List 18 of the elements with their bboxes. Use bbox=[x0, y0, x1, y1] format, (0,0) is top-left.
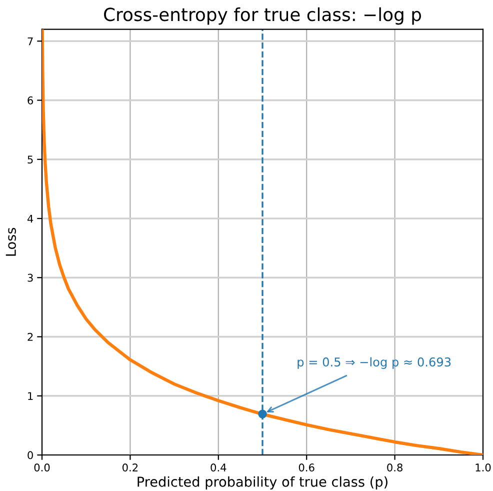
y-tick-label: 0 bbox=[28, 451, 33, 460]
x-tick-label: 0.0 bbox=[34, 464, 50, 472]
x-tick-label: 0.8 bbox=[387, 464, 402, 472]
chart-title: Cross-entropy for true class: −log p bbox=[104, 7, 422, 25]
y-tick-label: 7 bbox=[28, 37, 33, 46]
x-tick-label: 0.6 bbox=[298, 464, 314, 472]
y-tick-label: 2 bbox=[28, 332, 33, 341]
y-tick-label: 1 bbox=[28, 392, 33, 400]
y-tick-label: 6 bbox=[28, 96, 33, 104]
x-tick-label: 0.4 bbox=[210, 464, 226, 472]
x-tick-label: 1.0 bbox=[476, 464, 491, 472]
annotation: p = 0.5 ⇒ −log p ≈ 0.693 bbox=[298, 357, 451, 369]
y-tick-label: 3 bbox=[28, 274, 33, 282]
y-tick-label: 4 bbox=[27, 214, 34, 223]
x-tick-label: 0.2 bbox=[122, 464, 138, 472]
y-tick-label: 5 bbox=[28, 156, 33, 164]
y-axis-title: Loss bbox=[6, 228, 16, 256]
x-axis-title: Predicted probability of true class (p) bbox=[138, 476, 388, 490]
